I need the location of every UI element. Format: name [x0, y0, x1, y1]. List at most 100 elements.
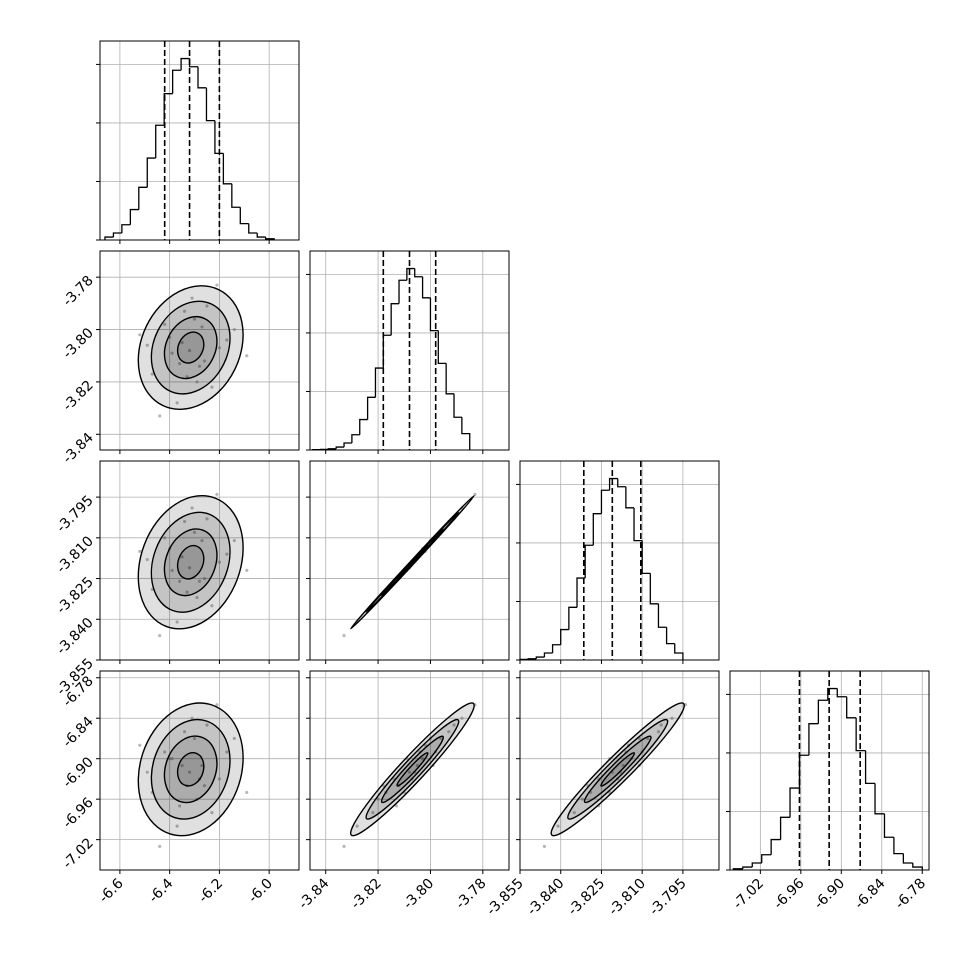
sample-point [556, 824, 560, 828]
panel-frame [99, 460, 300, 661]
sample-point [371, 811, 375, 815]
sample-point [415, 763, 419, 768]
histogram-bar [761, 854, 772, 863]
panel-frame [99, 40, 300, 241]
panel-frame [519, 460, 720, 661]
sample-point [210, 385, 214, 389]
sample-point [407, 770, 412, 774]
sample-point [210, 604, 214, 608]
x-tick-label: -7.02 [730, 876, 767, 913]
y-tick-label: -6.84 [60, 714, 97, 751]
x-tick-label: -6.6 [96, 875, 127, 906]
sample-point [145, 770, 149, 774]
histogram-bar [893, 837, 904, 855]
sample-point [580, 797, 585, 801]
sample-point [439, 736, 443, 741]
histogram-bar [827, 687, 838, 701]
histogram-bar [335, 446, 345, 449]
histogram-bar [171, 69, 182, 94]
histogram-bar [608, 477, 618, 491]
y-tick-label: -6.90 [60, 754, 97, 791]
histogram-bar [155, 124, 165, 159]
sample-point [205, 723, 209, 727]
sample-point [190, 296, 194, 300]
histogram-bar [239, 207, 249, 225]
y-tick-label: -3.810 [54, 533, 97, 576]
histogram-bar [576, 577, 586, 608]
density-contour [396, 752, 429, 787]
y-tick-label: -3.84 [60, 430, 97, 467]
x-tick-label: -3.795 [646, 876, 689, 919]
histogram-bar [560, 628, 569, 645]
histogram-bar [382, 334, 392, 369]
density-contour [163, 735, 218, 804]
sample-point [163, 322, 167, 326]
histogram-bar [751, 862, 762, 868]
panel-frame [309, 250, 510, 451]
density-contour [137, 702, 244, 837]
sample-point [447, 730, 451, 734]
y-tick-label: -3.82 [60, 377, 97, 414]
histogram-bar [112, 232, 122, 238]
sample-point [158, 414, 162, 418]
histogram-bar [421, 276, 431, 299]
sample-point [232, 327, 236, 332]
histogram-bar [104, 236, 114, 240]
y-tick-label: -3.78 [60, 273, 97, 310]
panel-frame [99, 250, 300, 451]
panel-frame [309, 460, 510, 661]
sample-point [215, 492, 219, 496]
sample-point [210, 811, 214, 815]
sample-point [180, 555, 184, 559]
sample-point [180, 763, 184, 768]
x-tick-label: -3.84 [296, 875, 333, 912]
histogram-bar [535, 656, 545, 659]
sample-point [205, 517, 209, 521]
density-contour [600, 752, 636, 787]
sample-point [232, 736, 236, 741]
sample-point [572, 811, 576, 815]
panel-frame [729, 670, 930, 871]
sample-point [138, 333, 142, 337]
histogram-bar [121, 224, 131, 233]
sample-point [158, 633, 162, 638]
sample-point [182, 519, 187, 524]
sample-point [163, 750, 167, 754]
sample-point [180, 341, 184, 345]
sample-point [342, 633, 346, 638]
sample-point [178, 579, 182, 583]
histogram-bar [551, 644, 561, 653]
histogram-bar [874, 783, 885, 815]
sample-point [621, 763, 625, 768]
sample-point [170, 351, 174, 355]
sample-point [202, 576, 207, 581]
sample-point [195, 380, 199, 384]
histogram-bar [657, 603, 667, 628]
density-contour [163, 528, 218, 597]
sample-point [145, 557, 149, 562]
sample-point [202, 359, 207, 363]
y-tick-label: -6.96 [60, 795, 97, 832]
sample-point [190, 506, 194, 510]
density-contour [163, 316, 218, 380]
density-contour [137, 285, 244, 411]
histogram-bar [674, 643, 684, 660]
sample-point [225, 750, 229, 754]
histogram-bar [205, 87, 215, 122]
sample-point [245, 568, 249, 573]
sample-point [232, 538, 236, 543]
histogram-bar [231, 183, 241, 208]
sample-point [215, 283, 219, 287]
density-contour [150, 511, 231, 613]
sample-point [150, 372, 154, 376]
sample-point [342, 844, 346, 848]
density-contour [365, 718, 460, 820]
histogram-bar [846, 696, 857, 719]
histogram-bar [265, 237, 275, 240]
sample-point [394, 804, 399, 808]
histogram-bar [779, 816, 791, 840]
sample-point [192, 736, 197, 741]
histogram-bar [864, 750, 876, 785]
histogram-bar [789, 787, 800, 818]
